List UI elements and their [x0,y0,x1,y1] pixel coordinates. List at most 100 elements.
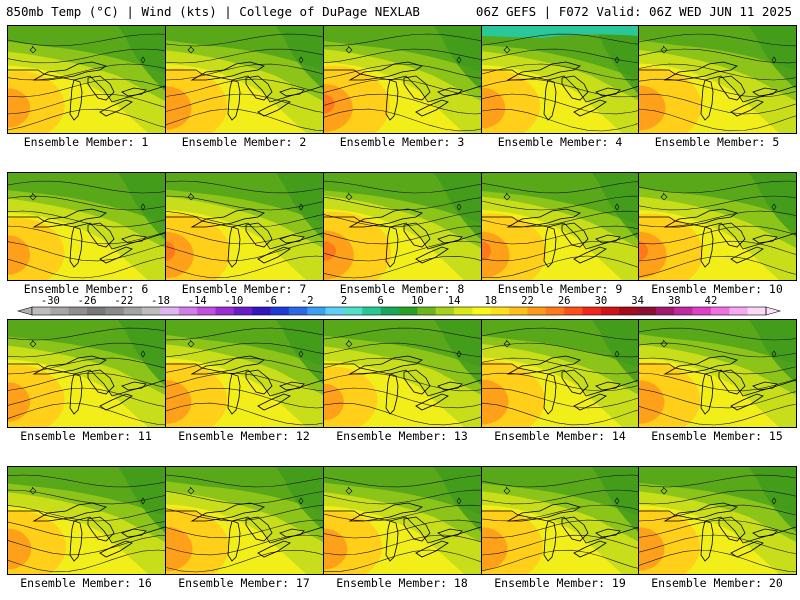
colorbar-swatch [399,307,418,315]
height-contour [324,48,481,64]
colorbar-swatch [325,307,345,315]
colorbar-swatch [729,307,748,315]
height-contour [8,505,165,522]
height-contour [482,327,639,341]
height-contour [166,227,323,245]
lake-outline [385,79,399,121]
wind-barb [660,45,668,54]
height-contour [166,519,323,539]
lake-outline [121,87,147,97]
lake-outline [561,369,589,395]
lake-outline [69,79,83,121]
colorbar-outline [31,306,767,316]
colorbar-swatch [288,307,308,315]
ensemble-member-label: Ensemble Member: 14 [494,429,626,443]
lake-outline [752,528,778,538]
height-contour [324,327,481,340]
lake-outline [730,99,764,117]
colorbar-tick-label: 10 [411,296,424,307]
lake-outline [227,373,241,415]
ensemble-member-map [638,466,797,575]
lake-outline [87,369,115,395]
height-contour [482,33,639,46]
cool-region [749,320,796,383]
ensemble-member-map [7,319,166,428]
ensemble-member-label: Ensemble Member: 11 [20,429,152,443]
height-contour [166,534,323,556]
height-contour [639,108,796,132]
ensemble-member-map [323,172,482,281]
island-outline [456,56,462,64]
colorbar-swatch [472,307,492,315]
lake-outline [718,222,746,248]
height-contour [166,63,323,81]
lake-outline [257,99,291,117]
lake-outline [403,222,431,248]
height-contour [8,372,165,391]
cool-region [749,467,796,532]
colorbar-swatch [454,307,473,315]
height-contour [8,357,165,375]
lake-outline [99,99,133,117]
height-contour [324,211,481,228]
lake-outline [245,222,273,248]
hot-region [324,230,354,280]
height-contour [8,489,165,505]
lake-outline [385,226,399,268]
lake-outline [348,502,423,522]
ensemble-member-map [165,172,324,281]
height-contour [8,342,165,358]
height-contour [639,210,796,228]
island-outline [298,350,304,358]
cool-region [482,26,639,80]
lake-outline [730,540,764,558]
lake-outline [190,355,265,375]
wind-barb [187,45,195,54]
colorbar-swatch [490,307,510,315]
height-contour [639,240,796,262]
colorbar-swatch [655,307,675,315]
ensemble-member-label: Ensemble Member: 9 [497,282,623,296]
colorbar-left-arrow [16,306,33,316]
lake-outline [245,75,273,101]
height-contour [324,402,481,426]
height-contour [324,240,481,262]
ensemble-member-map [165,25,324,134]
lake-outline [32,61,107,81]
height-contour [639,519,796,538]
island-outline [771,56,777,64]
wind-barb [187,192,195,201]
colorbar-tick-label: -30 [41,296,60,307]
colorbar-swatch [362,307,381,315]
island-outline [771,203,777,211]
wind-barb [503,192,511,201]
island-outline [140,497,146,505]
colorbar-swatch [674,307,693,315]
wind-barb [345,45,353,54]
height-contour [482,357,639,375]
lake-outline [573,99,607,117]
height-contour [166,78,323,97]
lake-outline [415,393,449,411]
ensemble-member-map [7,466,166,575]
lake-outline [700,79,714,121]
wind-barb [345,192,353,201]
height-contour [639,549,796,572]
height-contour [324,504,481,522]
island-outline [298,497,304,505]
island-outline [771,497,777,505]
height-contour [324,63,481,79]
colorbar-swatch [380,307,400,315]
height-contour [639,255,796,278]
height-contour [482,489,639,505]
colorbar-swatch [637,307,657,315]
lake-outline [190,502,265,522]
height-contour [8,241,165,262]
colorbar-swatch [692,307,712,315]
colorbar-tick-label: -10 [224,296,243,307]
colorbar-swatch [270,307,290,315]
height-contour [8,33,165,47]
lake-outline [385,520,399,562]
island-outline [298,56,304,64]
height-contour [482,474,639,488]
